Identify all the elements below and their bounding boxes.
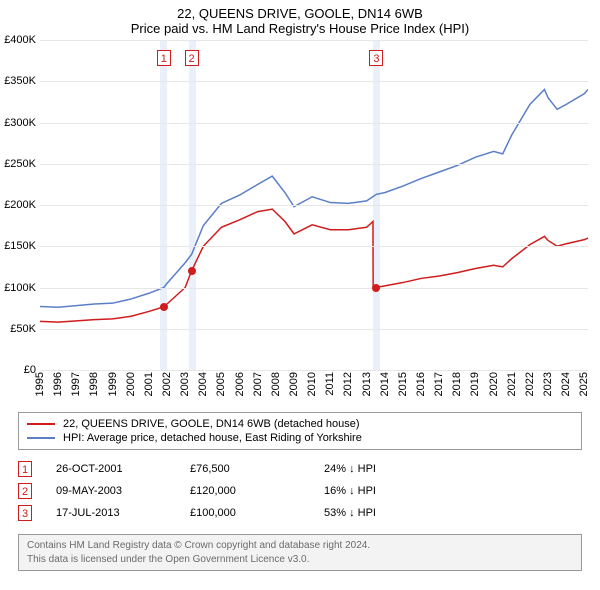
legend-swatch [27,437,55,439]
x-axis-label: 2014 [379,372,391,396]
y-axis-label: £100K [4,282,36,294]
sale-point-3 [372,284,380,292]
x-axis-label: 2010 [306,372,318,396]
x-axis-label: 1996 [52,372,64,396]
legend-box: 22, QUEENS DRIVE, GOOLE, DN14 6WB (detac… [18,412,582,450]
y-axis-label: £250K [4,158,36,170]
x-axis-label: 2021 [506,372,518,396]
sales-row: 1 26-OCT-2001 £76,500 24% ↓ HPI [18,458,582,480]
legend-row: HPI: Average price, detached house, East… [27,431,573,445]
sale-point-1 [160,303,168,311]
sales-row-marker: 1 [18,461,32,477]
sales-table: 1 26-OCT-2001 £76,500 24% ↓ HPI 2 09-MAY-2003… [18,458,582,524]
x-axis-label: 2005 [215,372,227,396]
sales-row-marker: 2 [18,483,32,499]
x-axis-label: 2001 [143,372,155,396]
x-axis-label: 2022 [524,372,536,396]
gridline [40,288,588,289]
chart-subtitle: Price paid vs. HM Land Registry's House … [0,21,600,40]
x-axis-label: 2017 [433,372,445,396]
x-axis-label: 2018 [451,372,463,396]
sales-row-date: 17-JUL-2013 [56,507,166,519]
x-axis-label: 1995 [34,372,46,396]
x-axis-label: 2007 [252,372,264,396]
y-axis-label: £150K [4,240,36,252]
gridline [40,164,588,165]
x-axis-label: 2015 [397,372,409,396]
gridline [40,40,588,41]
chart-title: 22, QUEENS DRIVE, GOOLE, DN14 6WB [0,0,600,21]
sales-row-price: £76,500 [190,463,300,475]
x-axis-label: 1999 [107,372,119,396]
page-root: 22, QUEENS DRIVE, GOOLE, DN14 6WB Price … [0,0,600,590]
gridline [40,205,588,206]
series-price_paid [40,209,588,322]
sale-point-2 [188,267,196,275]
x-axis-label: 2023 [542,372,554,396]
x-axis-label: 2008 [270,372,282,396]
sale-marker-2: 2 [185,50,199,66]
sales-row-date: 26-OCT-2001 [56,463,166,475]
y-axis-label: £50K [10,323,36,335]
sale-marker-3: 3 [369,50,383,66]
y-axis-label: £200K [4,199,36,211]
gridline [40,81,588,82]
x-axis-label: 2002 [161,372,173,396]
legend-row: 22, QUEENS DRIVE, GOOLE, DN14 6WB (detac… [27,417,573,431]
footer-box: Contains HM Land Registry data © Crown c… [18,534,582,571]
y-axis-label: £400K [4,34,36,46]
y-axis-label: £300K [4,117,36,129]
x-axis-label: 2003 [179,372,191,396]
chart-area: £0£50K£100K£150K£200K£250K£300K£350K£400… [40,40,588,370]
sales-row-delta: 16% ↓ HPI [324,485,434,497]
sales-row-price: £100,000 [190,507,300,519]
x-axis-label: 2006 [234,372,246,396]
x-axis-label: 2013 [361,372,373,396]
sale-marker-1: 1 [157,50,171,66]
sales-row: 2 09-MAY-2003 £120,000 16% ↓ HPI [18,480,582,502]
footer-line-2: This data is licensed under the Open Gov… [27,553,573,567]
x-axis-label: 1998 [88,372,100,396]
x-axis-labels: 1995199619971998199920002001200220032004… [40,370,588,406]
footer-line-1: Contains HM Land Registry data © Crown c… [27,539,573,553]
x-axis-label: 1997 [70,372,82,396]
x-axis-label: 2024 [560,372,572,396]
sales-row: 3 17-JUL-2013 £100,000 53% ↓ HPI [18,502,582,524]
x-axis-label: 2025 [578,372,590,396]
x-axis-label: 2009 [288,372,300,396]
sales-row-delta: 53% ↓ HPI [324,507,434,519]
legend-label: 22, QUEENS DRIVE, GOOLE, DN14 6WB (detac… [63,418,360,430]
x-axis-label: 2011 [324,372,336,396]
y-axis-label: £350K [4,75,36,87]
sales-row-delta: 24% ↓ HPI [324,463,434,475]
gridline [40,123,588,124]
gridline [40,329,588,330]
x-axis-label: 2020 [488,372,500,396]
x-axis-label: 2004 [197,372,209,396]
x-axis-label: 2019 [469,372,481,396]
x-axis-label: 2012 [342,372,354,396]
legend-swatch [27,423,55,425]
sales-row-marker: 3 [18,505,32,521]
x-axis-label: 2000 [125,372,137,396]
legend-label: HPI: Average price, detached house, East… [63,432,362,444]
sales-row-price: £120,000 [190,485,300,497]
sales-row-date: 09-MAY-2003 [56,485,166,497]
gridline [40,246,588,247]
x-axis-label: 2016 [415,372,427,396]
